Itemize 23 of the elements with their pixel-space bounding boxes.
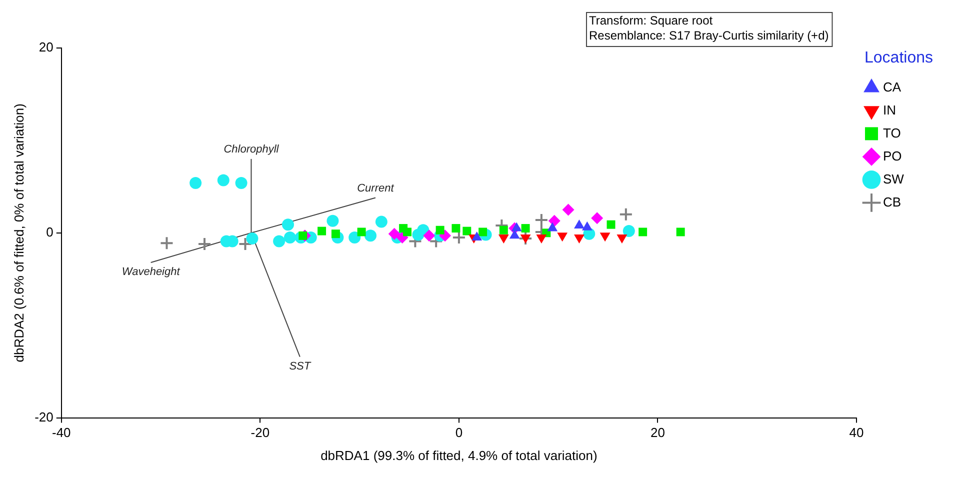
legend-label: TO <box>883 125 901 140</box>
y-tick-label: -20 <box>34 409 54 424</box>
annotation: SST <box>289 360 312 372</box>
y-axis-title: dbRDA2 (0.6% of fitted, 0% of total variation) <box>11 104 26 362</box>
annotation: Current <box>357 182 395 194</box>
legend-title: Locations <box>864 49 934 66</box>
annotation: Waveheight <box>122 266 181 278</box>
x-tick-label: 0 <box>455 425 463 440</box>
legend-label: PO <box>883 148 902 164</box>
x-tick-label: -20 <box>250 425 270 440</box>
legend-label: CB <box>883 194 902 210</box>
y-tick-label: 20 <box>38 40 54 55</box>
x-axis-title: dbRDA1 (99.3% of fitted, 4.9% of total variation) <box>320 448 598 463</box>
x-tick-label: 20 <box>650 425 665 440</box>
y-tick-label: 0 <box>46 224 54 240</box>
legend-label: CA <box>883 79 902 94</box>
legend-label: SW <box>883 171 905 186</box>
text: Resemblance: S17 Bray-Curtis similarity (+d) <box>589 28 829 42</box>
x-tick-label: 40 <box>849 425 864 440</box>
x-tick-label: -40 <box>52 425 71 440</box>
annotation: Chlorophyll <box>224 144 280 156</box>
legend-label: IN <box>883 102 896 118</box>
text: Transform: Square root <box>589 13 714 28</box>
